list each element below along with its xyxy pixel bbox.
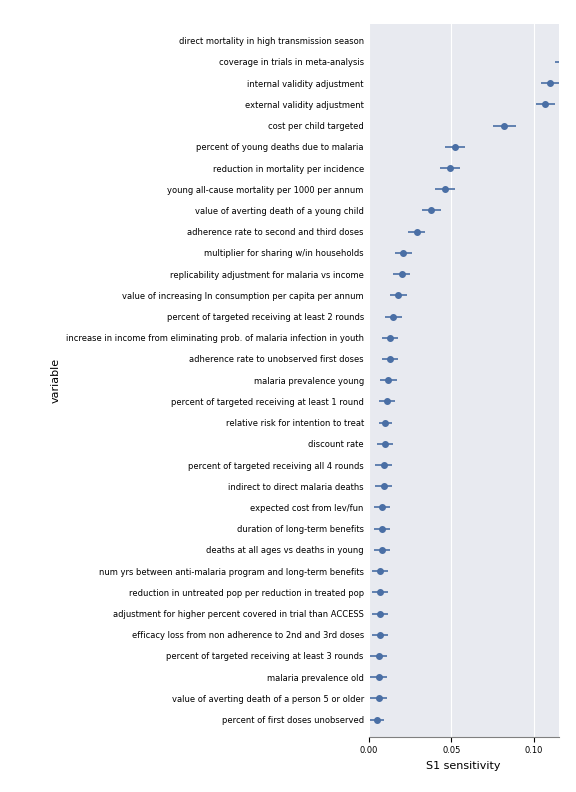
Y-axis label: variable: variable: [50, 358, 60, 402]
X-axis label: S1 sensitivity: S1 sensitivity: [426, 761, 501, 771]
